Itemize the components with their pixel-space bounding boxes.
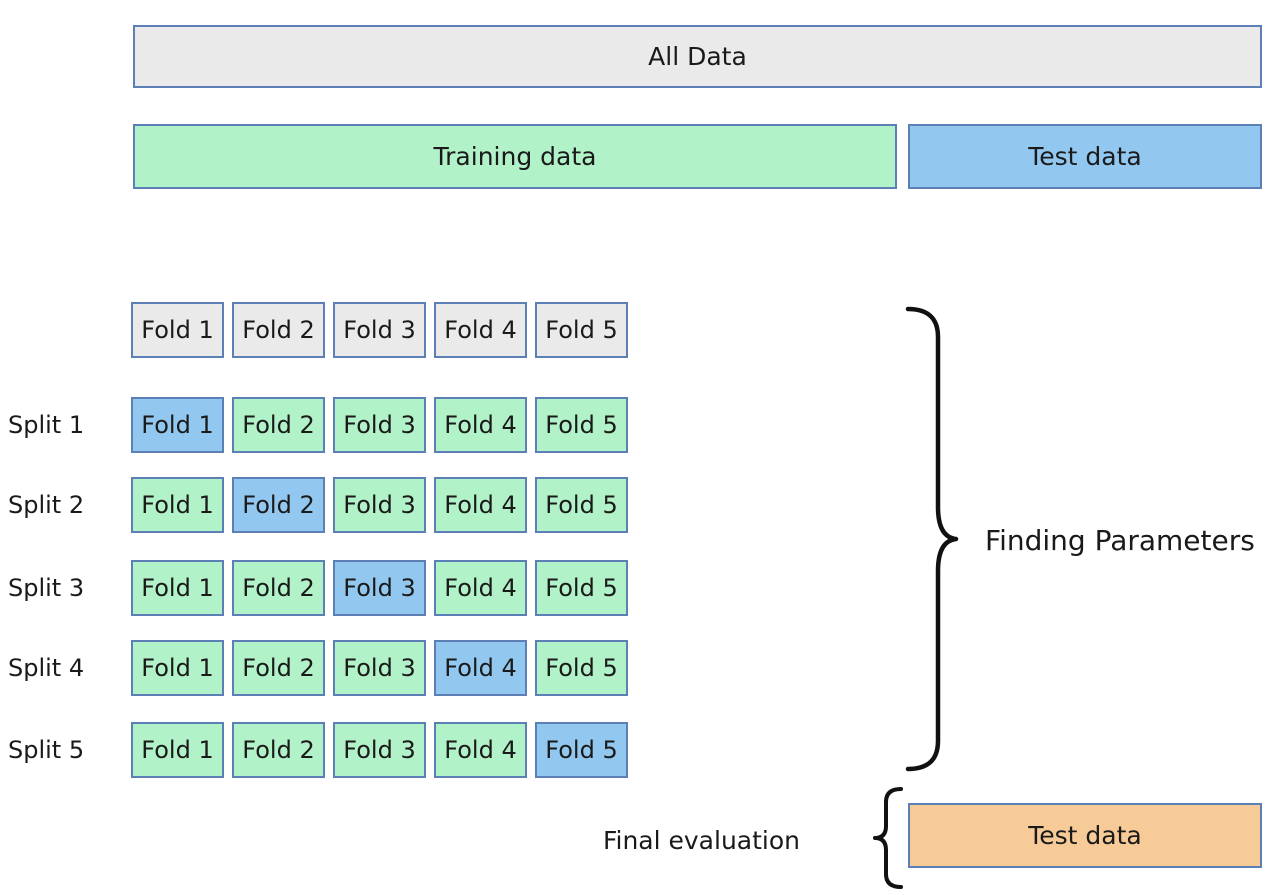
fold-cell: Fold 1: [131, 477, 224, 533]
fold-cell: Fold 1: [131, 302, 224, 358]
finding-parameters-label: Finding Parameters: [985, 524, 1255, 557]
split-label: Split 2: [8, 491, 85, 519]
fold-cell: Fold 4: [434, 302, 527, 358]
final-evaluation-brace: [873, 787, 903, 889]
fold-cell: Fold 1: [131, 640, 224, 696]
split-label: Split 4: [8, 654, 85, 682]
fold-cell: Fold 5: [535, 302, 628, 358]
fold-cell: Fold 3: [333, 477, 426, 533]
fold-cell: Fold 3: [333, 397, 426, 453]
all-data-bar: All Data: [133, 25, 1262, 88]
fold-cell: Fold 1: [131, 722, 224, 778]
finding-parameters-brace: [905, 306, 959, 772]
fold-cell: Fold 4: [434, 722, 527, 778]
fold-cell: Fold 5: [535, 397, 628, 453]
fold-cell: Fold 3: [333, 722, 426, 778]
fold-cell: Fold 1: [131, 560, 224, 616]
test-data-bar: Test data: [908, 124, 1262, 189]
final-test-data-bar: Test data: [908, 803, 1262, 868]
fold-cell: Fold 2: [232, 722, 325, 778]
fold-cell: Fold 2: [232, 477, 325, 533]
fold-cell: Fold 5: [535, 560, 628, 616]
fold-cell: Fold 3: [333, 640, 426, 696]
fold-cell: Fold 2: [232, 397, 325, 453]
training-data-bar: Training data: [133, 124, 897, 189]
fold-cell: Fold 2: [232, 302, 325, 358]
all-data-label: All Data: [648, 42, 747, 71]
training-data-label: Training data: [433, 142, 597, 171]
fold-cell: Fold 5: [535, 640, 628, 696]
final-test-data-label: Test data: [1028, 821, 1142, 850]
test-data-label: Test data: [1028, 142, 1142, 171]
split-label: Split 3: [8, 574, 85, 602]
split-label: Split 1: [8, 411, 85, 439]
fold-cell: Fold 4: [434, 640, 527, 696]
split-label: Split 5: [8, 736, 85, 764]
fold-cell: Fold 4: [434, 477, 527, 533]
fold-cell: Fold 3: [333, 302, 426, 358]
fold-cell: Fold 1: [131, 397, 224, 453]
final-evaluation-label: Final evaluation: [602, 826, 800, 855]
fold-cell: Fold 2: [232, 560, 325, 616]
fold-cell: Fold 5: [535, 477, 628, 533]
fold-cell: Fold 4: [434, 560, 527, 616]
fold-cell: Fold 2: [232, 640, 325, 696]
fold-cell: Fold 4: [434, 397, 527, 453]
fold-cell: Fold 3: [333, 560, 426, 616]
fold-cell: Fold 5: [535, 722, 628, 778]
